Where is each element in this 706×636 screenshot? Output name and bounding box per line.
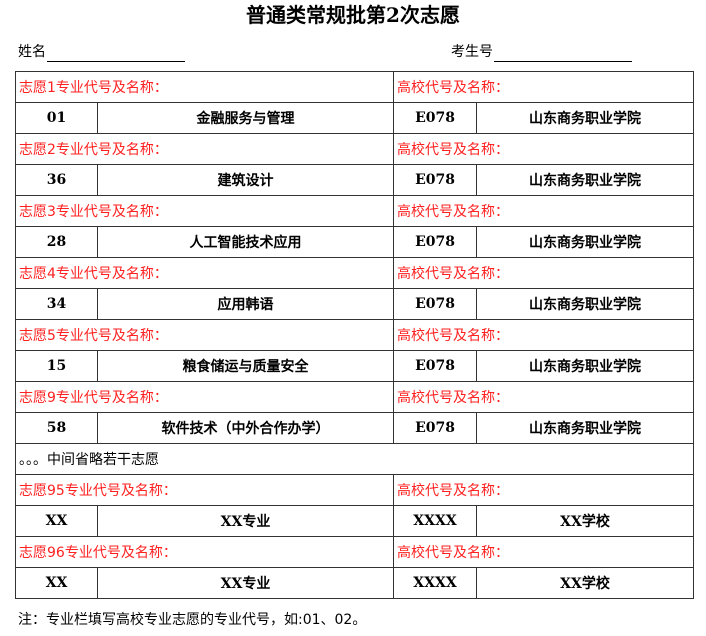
school-code: E078 — [393, 412, 478, 444]
school-header: 高校代号及名称： — [393, 257, 695, 289]
choice-header-row: 志愿3专业代号及名称： 高校代号及名称： — [14, 195, 695, 227]
choice-data-row: 28 人工智能技术应用 E078 山东商务职业学院 — [15, 226, 695, 258]
choice-header-row: 志愿96专业代号及名称： 高校代号及名称： — [14, 536, 695, 568]
school-header: 高校代号及名称： — [393, 474, 695, 506]
major-name: 应用韩语 — [96, 288, 395, 320]
major-name: 软件技术（中外合作办学） — [96, 412, 395, 444]
omitted-row: 。。。中间省略若干志愿 — [14, 443, 695, 475]
footer-note: 注：专业栏填写高校专业志愿的专业代号，如:01、02。 — [18, 612, 367, 628]
school-name: 山东商务职业学院 — [476, 102, 695, 134]
major-name: 人工智能技术应用 — [96, 226, 395, 258]
major-code: XX — [15, 505, 98, 537]
choice-header-row: 志愿9专业代号及名称： 高校代号及名称： — [14, 381, 695, 413]
exam-id-label: 考生号 — [451, 44, 493, 60]
school-name: 山东商务职业学院 — [476, 412, 695, 444]
school-name: 山东商务职业学院 — [476, 350, 695, 382]
name-label: 姓名 — [18, 44, 46, 60]
major-name: XX专业 — [96, 505, 395, 537]
name-field: 姓名 — [18, 42, 185, 62]
major-name: 粮食储运与质量安全 — [96, 350, 395, 382]
school-header: 高校代号及名称： — [393, 381, 695, 413]
school-code: XXXX — [393, 567, 478, 599]
major-code: 01 — [15, 102, 98, 134]
school-header: 高校代号及名称： — [393, 319, 695, 351]
major-code: XX — [15, 567, 98, 599]
choice-data-row: 58 软件技术（中外合作办学） E078 山东商务职业学院 — [15, 412, 695, 444]
choice-data-row: 01 金融服务与管理 E078 山东商务职业学院 — [15, 102, 695, 134]
name-blank — [47, 43, 185, 62]
school-code: E078 — [393, 164, 478, 196]
choice-header: 志愿95专业代号及名称： — [14, 474, 395, 506]
omitted-note: 。。。中间省略若干志愿 — [14, 443, 695, 475]
choice-header-row: 志愿5专业代号及名称： 高校代号及名称： — [14, 319, 695, 351]
school-name: 山东商务职业学院 — [476, 164, 695, 196]
school-code: E078 — [393, 226, 478, 258]
choice-header-row: 志愿2专业代号及名称： 高校代号及名称： — [14, 133, 695, 165]
school-name: XX学校 — [476, 505, 695, 537]
choice-data-row: 34 应用韩语 E078 山东商务职业学院 — [15, 288, 695, 320]
choices-table: 志愿1专业代号及名称： 高校代号及名称： 01 金融服务与管理 E078 山东商务职业学院… — [14, 71, 695, 599]
major-code: 36 — [15, 164, 98, 196]
major-name: 建筑设计 — [96, 164, 395, 196]
major-code: 58 — [15, 412, 98, 444]
major-code: 15 — [15, 350, 98, 382]
exam-id-field: 考生号 — [451, 42, 632, 62]
school-header: 高校代号及名称： — [393, 71, 695, 103]
school-code: XXXX — [393, 505, 478, 537]
choice-header: 志愿1专业代号及名称： — [14, 71, 395, 103]
choice-header-row: 志愿95专业代号及名称： 高校代号及名称： — [14, 474, 695, 506]
exam-id-blank — [494, 43, 632, 62]
school-header: 高校代号及名称： — [393, 536, 695, 568]
school-header: 高校代号及名称： — [393, 133, 695, 165]
school-name: XX学校 — [476, 567, 695, 599]
school-code: E078 — [393, 102, 478, 134]
choice-header: 志愿9专业代号及名称： — [14, 381, 395, 413]
school-code: E078 — [393, 288, 478, 320]
choice-data-row: XX XX专业 XXXX XX学校 — [15, 567, 695, 599]
page-title: 普通类常规批第2次志愿 — [246, 3, 460, 27]
choice-header: 志愿3专业代号及名称： — [14, 195, 395, 227]
choice-header: 志愿96专业代号及名称： — [14, 536, 395, 568]
choice-data-row: 36 建筑设计 E078 山东商务职业学院 — [15, 164, 695, 196]
major-name: 金融服务与管理 — [96, 102, 395, 134]
major-code: 34 — [15, 288, 98, 320]
school-header: 高校代号及名称： — [393, 195, 695, 227]
choice-header: 志愿5专业代号及名称： — [14, 319, 395, 351]
school-code: E078 — [393, 350, 478, 382]
major-name: XX专业 — [96, 567, 395, 599]
choice-header: 志愿2专业代号及名称： — [14, 133, 395, 165]
choice-header-row: 志愿4专业代号及名称： 高校代号及名称： — [14, 257, 695, 289]
school-name: 山东商务职业学院 — [476, 226, 695, 258]
choice-header: 志愿4专业代号及名称： — [14, 257, 395, 289]
choice-header-row: 志愿1专业代号及名称： 高校代号及名称： — [14, 71, 695, 103]
major-code: 28 — [15, 226, 98, 258]
school-name: 山东商务职业学院 — [476, 288, 695, 320]
choice-data-row: XX XX专业 XXXX XX学校 — [15, 505, 695, 537]
choice-data-row: 15 粮食储运与质量安全 E078 山东商务职业学院 — [15, 350, 695, 382]
